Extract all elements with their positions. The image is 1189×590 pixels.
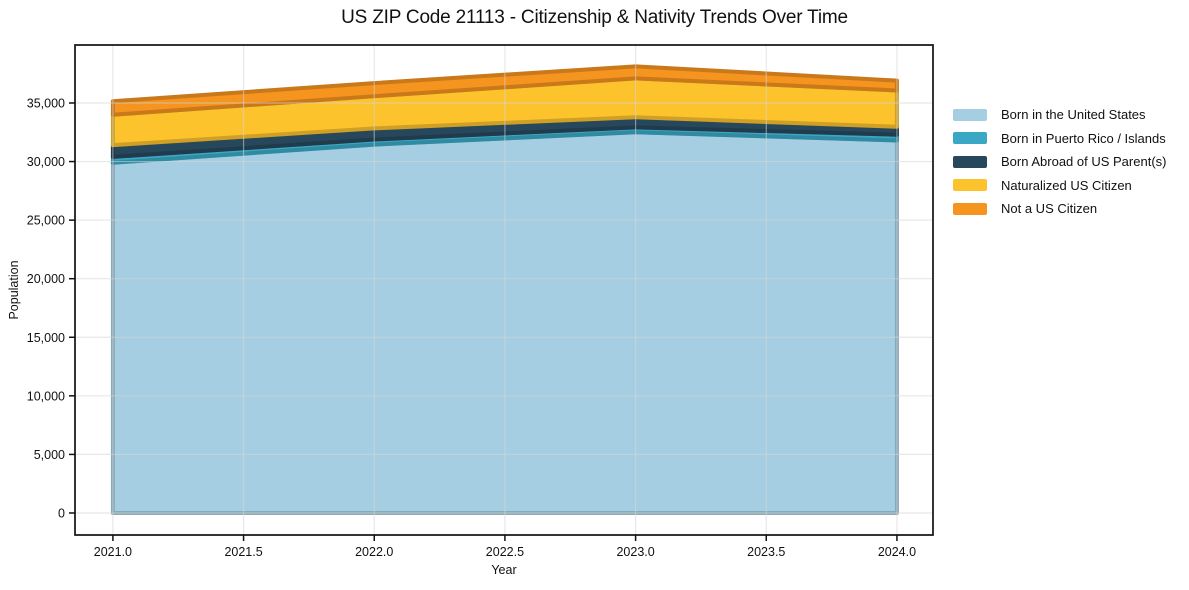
legend-label: Not a US Citizen <box>1001 201 1098 217</box>
legend-swatch-icon <box>953 108 987 121</box>
legend-label: Naturalized US Citizen <box>1001 177 1132 193</box>
legend-item: Born in the United States <box>953 103 1166 127</box>
x-tick-label: 2021.5 <box>224 545 262 559</box>
axis-ticks <box>69 102 898 541</box>
y-tick-label: 10,000 <box>27 389 65 403</box>
legend-item: Naturalized US Citizen <box>953 174 1166 198</box>
y-tick-label: 20,000 <box>27 272 65 286</box>
legend-label: Born Abroad of US Parent(s) <box>1001 154 1167 170</box>
legend-label: Born in the United States <box>1001 107 1146 123</box>
x-tick-label: 2022.0 <box>355 545 393 559</box>
legend-swatch-icon <box>953 179 987 192</box>
legend-swatch-icon <box>953 202 987 215</box>
x-tick-label: 2023.0 <box>616 545 654 559</box>
legend-swatch-icon <box>953 132 987 145</box>
x-tick-label: 2022.5 <box>486 545 524 559</box>
x-tick-label: 2023.5 <box>747 545 785 559</box>
plot-frame <box>74 44 934 536</box>
legend-swatch-icon <box>953 155 987 168</box>
axis-tick-labels: 2021.0 2021.5 2022.0 2022.5 2023.0 2023.5 2024… <box>27 96 916 559</box>
x-axis-label: Year <box>491 563 517 577</box>
y-tick-label: 30,000 <box>27 155 65 169</box>
legend: Born in the United States Born in Puerto … <box>953 103 1166 221</box>
legend-item: Born Abroad of US Parent(s) <box>953 150 1166 174</box>
x-tick-label: 2024.0 <box>878 545 916 559</box>
y-tick-label: 25,000 <box>27 214 65 228</box>
legend-item: Not a US Citizen <box>953 197 1166 221</box>
chart-title: US ZIP Code 21113 - Citizenship & Nativi… <box>341 7 848 28</box>
legend-label: Born in Puerto Rico / Islands <box>1001 130 1166 146</box>
legend-item: Born in Puerto Rico / Islands <box>953 127 1166 151</box>
y-tick-label: 5,000 <box>34 448 65 462</box>
gridlines <box>75 45 933 535</box>
y-tick-label: 0 <box>58 506 65 520</box>
x-tick-label: 2021.0 <box>94 545 132 559</box>
y-tick-label: 15,000 <box>27 331 65 345</box>
y-tick-label: 35,000 <box>27 96 65 110</box>
y-axis-label: Population <box>7 260 21 320</box>
